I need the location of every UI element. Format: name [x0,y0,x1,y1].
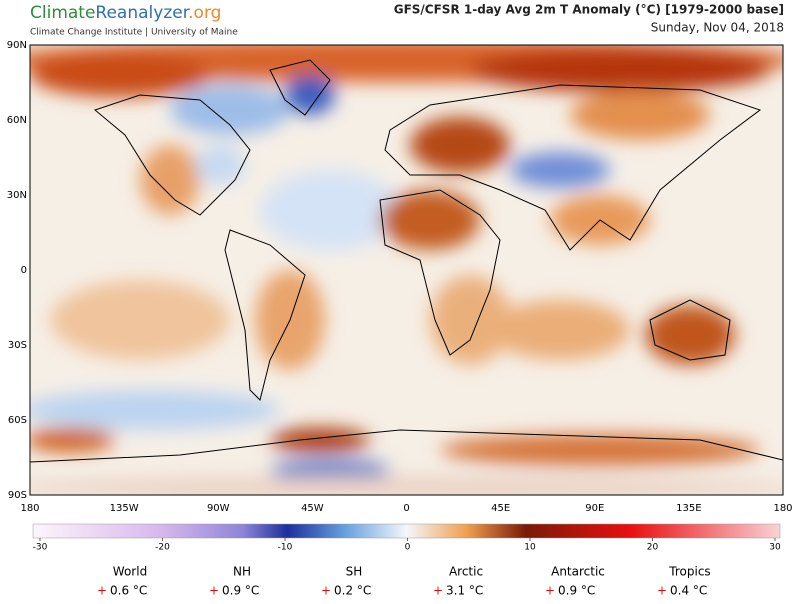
lat-label: 90S [8,490,27,501]
graticule-labels: 90N 60N 30N 0 30S 60S 90S 180 135W 90W 45W 0 45E 90E 1… [7,40,793,514]
map-date: Sunday, Nov 04, 2018 [651,21,784,35]
region-sign: + [321,584,331,598]
lon-label: 90E [585,503,604,514]
lat-label: 30S [8,340,27,351]
colorbar-tick-label: -20 [155,543,170,553]
north-america [93,94,251,216]
anomaly-map [30,45,783,495]
region-value: 3.1 °C [446,584,483,598]
lat-label: 60N [7,115,27,126]
region-name: World [113,565,147,579]
colorbar-tick-label: 20 [647,543,659,553]
colorbar-tick-label: -10 [278,543,293,553]
lat-label: 60S [8,415,27,426]
lat-label: 0 [21,265,27,276]
region-stats: World + 0.6 °C NH + 0.9 °C SH + 0.2 °C Arctic + 3.1… [97,565,711,598]
lon-label: 180 [20,503,39,514]
region-name: SH [346,565,363,579]
colorbar-tick-label: -30 [33,543,48,553]
region-value: 0.9 °C [222,584,259,598]
region-name: Antarctic [551,565,605,579]
lon-label: 90W [207,503,230,514]
anomaly-field [30,45,783,495]
colorbar-tick-label: 30 [769,543,781,553]
region-name: Tropics [668,565,710,579]
south-america [224,229,306,401]
logo-part[interactable]: .org [188,3,221,23]
colorbar-tick-label: 10 [524,543,536,553]
region-value: 0.4 °C [670,584,707,598]
region-sign: + [97,584,107,598]
logo[interactable]: ClimateReanalyzer.org [30,3,221,23]
region-value: 0.9 °C [558,584,595,598]
region-name: Arctic [449,565,483,579]
lon-label: 180 [773,503,792,514]
lon-label: 45W [301,503,324,514]
region-sign: + [433,584,443,598]
region-name: NH [233,565,251,579]
coastlines [30,59,783,463]
subtitle: Climate Change Institute | University of… [30,28,238,38]
lon-label: 0 [403,503,409,514]
region-value: 0.2 °C [334,584,371,598]
eurasia [384,84,762,251]
region-sign: + [209,584,219,598]
lat-label: 90N [7,40,27,51]
logo-part[interactable]: Climate [30,3,95,23]
colorbar [32,523,781,539]
lon-label: 45E [491,503,510,514]
antarctica [30,429,783,463]
region-sign: + [545,584,555,598]
lon-label: 135W [110,503,139,514]
region-sign: + [657,584,667,598]
logo-part[interactable]: Reanalyzer [95,3,189,23]
africa [379,189,501,356]
lat-label: 30N [7,190,27,201]
greenland [269,59,331,116]
australia [649,299,731,361]
region-value: 0.6 °C [110,584,147,598]
lon-label: 135E [676,503,701,514]
map-frame [29,44,784,496]
colorbar-tick-label: 0 [405,543,411,553]
colorbar-ticks: -30 -20 -10 0 10 20 30 [33,538,781,553]
map-title: GFS/CFSR 1-day Avg 2m T Anomaly (°C) [19… [394,3,784,17]
